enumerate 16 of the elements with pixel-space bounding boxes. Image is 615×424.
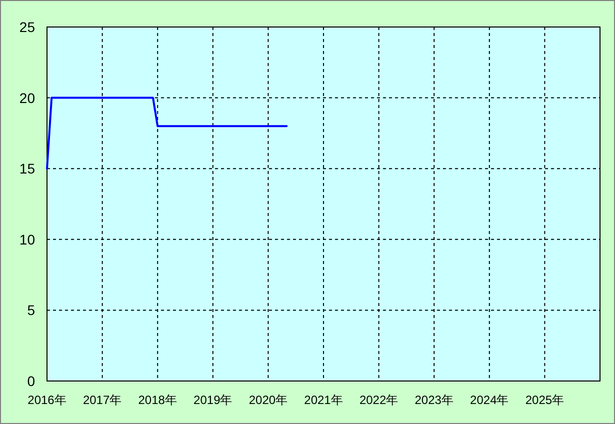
x-tick-label: 2020年 (248, 393, 288, 407)
y-tick-label: 20 (19, 90, 36, 106)
x-tick-label: 2017年 (82, 393, 122, 407)
x-tick-label: 2025年 (525, 393, 564, 407)
x-tick-label: 2022年 (359, 393, 398, 407)
y-tick-label: 10 (19, 231, 36, 248)
x-tick-label: 2021年 (304, 393, 343, 407)
y-tick-label: 25 (19, 19, 36, 35)
x-tick-label: 2023年 (414, 393, 454, 407)
y-tick-label: 0 (27, 373, 36, 389)
y-tick-label: 15 (19, 160, 36, 177)
x-tick-label: 2019年 (194, 393, 232, 407)
x-tick-label: 2018年 (138, 393, 177, 407)
y-tick-label: 5 (27, 302, 36, 318)
x-tick-label: 2016年 (28, 393, 66, 407)
x-tick-label: 2024年 (470, 393, 509, 407)
